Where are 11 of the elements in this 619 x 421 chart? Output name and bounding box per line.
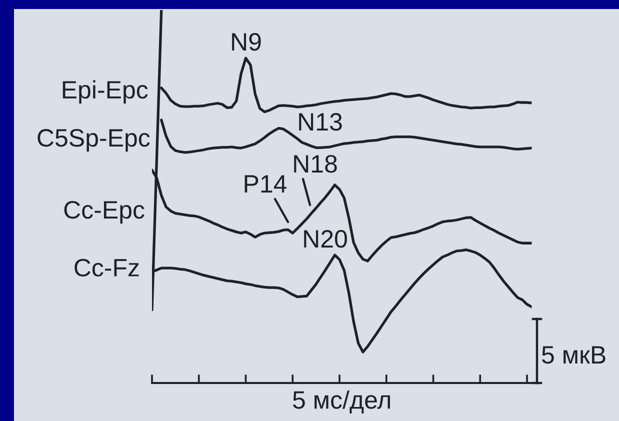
series-label: Cc-Fz (74, 258, 139, 277)
series-label: Cc-Epc (64, 201, 144, 224)
annotation: N9 (232, 33, 261, 51)
annotation: N20 (304, 230, 347, 248)
annotation: P14 (244, 175, 287, 192)
annotation: N18 (294, 155, 337, 173)
x-axis-title: 5 мс/дел (292, 390, 390, 414)
series-label: Epi-Epc (62, 80, 148, 104)
series-label: C5Sp-Epc (38, 129, 150, 152)
annotation: N13 (299, 113, 342, 131)
text: 5 мкВ (542, 346, 606, 364)
